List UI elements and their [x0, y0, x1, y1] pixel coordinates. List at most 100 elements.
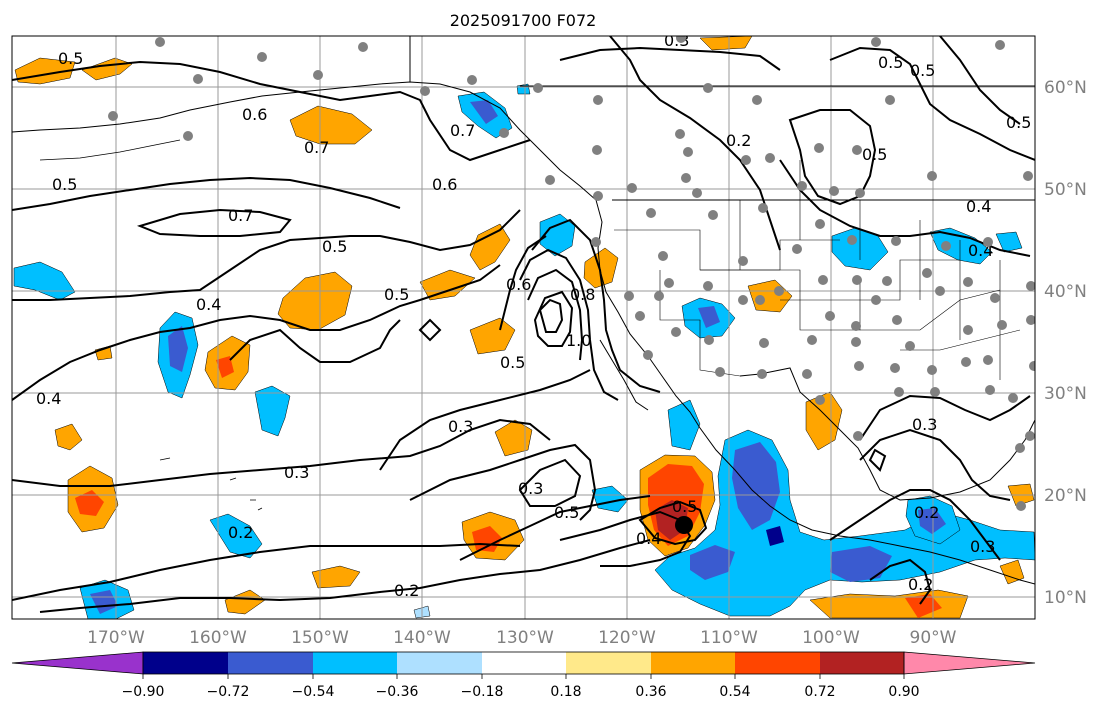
colorbar-bin: [313, 652, 397, 674]
contour-label: 0.5: [500, 353, 525, 372]
contour-label: 0.7: [304, 138, 329, 157]
storm-negative-anomaly: [690, 545, 735, 580]
colorbar-bin: [482, 652, 566, 674]
longitude-labels: 170°W 160°W 150°W 140°W 130°W 120°W 110°…: [87, 628, 957, 648]
colorbar-bin: [820, 652, 904, 674]
negative-anomaly-area: [90, 590, 118, 614]
contour-label: 0.3: [284, 463, 309, 482]
lat-tick-label: 20°N: [1044, 486, 1087, 506]
lat-tick-label: 40°N: [1044, 282, 1087, 302]
colorbar-tick-label: 0.36: [635, 684, 666, 700]
negative-anomaly-area: [667, 399, 701, 451]
lon-tick-label: 110°W: [700, 628, 758, 648]
contour-label: 0.3: [970, 537, 995, 556]
contour-label: 0.4: [196, 295, 221, 314]
lon-tick-label: 100°W: [802, 628, 860, 648]
colorbar-bin: [397, 652, 482, 674]
map-panel: 0.5 0.6 0.7 0.5 0.7 0.5 0.4 0.4 0.7 0.6 …: [12, 36, 1035, 619]
figure-title: 2025091700 F072: [450, 11, 597, 30]
colorbar-bin: [143, 652, 228, 674]
contour-label: 0.5: [554, 503, 579, 522]
colorbar-bin: [566, 652, 651, 674]
storm-negative-anomaly: [830, 546, 892, 582]
contour-label: 0.6: [506, 275, 531, 294]
contour-label: 0.2: [228, 523, 253, 542]
contour-label: 0.7: [228, 206, 253, 225]
contour-lines: [12, 36, 1035, 613]
lat-tick-label: 30°N: [1044, 384, 1087, 404]
contour-label: 0.5: [910, 61, 935, 80]
negative-anomaly-area: [168, 326, 188, 372]
contour-label: 0.5: [878, 53, 903, 72]
contour-label: 0.8: [570, 285, 595, 304]
lon-tick-label: 150°W: [291, 628, 349, 648]
colorbar-bin: [735, 652, 820, 674]
negative-anomaly-area: [539, 213, 576, 257]
colorbar-bin: [228, 652, 313, 674]
colorbar-tick-label: 0.54: [719, 684, 750, 700]
lon-tick-label: 170°W: [87, 628, 145, 648]
contour-label: 0.4: [966, 197, 991, 216]
negative-anomaly-area: [254, 385, 291, 437]
contour-label: 0.6: [432, 175, 457, 194]
colorbar-bin: [651, 652, 735, 674]
contour-label: 0.5: [58, 49, 83, 68]
lat-tick-label: 60°N: [1044, 78, 1087, 98]
colorbar: −0.90 −0.72 −0.54 −0.36 −0.18 0.18 0.36 …: [11, 651, 1036, 700]
contour-label: 0.2: [726, 131, 751, 150]
positive-anomaly-area: [699, 36, 753, 51]
colorbar-tick-label: −0.90: [122, 684, 165, 700]
storm-negative-anomaly: [766, 526, 784, 546]
negative-anomaly-area: [929, 227, 993, 265]
positive-anomaly-area: [469, 317, 516, 355]
negative-anomaly-area: [209, 513, 263, 559]
contour-label: 0.2: [908, 575, 933, 594]
positive-anomaly-area: [277, 271, 353, 331]
lon-tick-label: 90°W: [910, 628, 957, 648]
positive-anomaly-area: [311, 565, 361, 589]
positive-anomaly-area: [289, 105, 373, 145]
contour-label: 0.5: [384, 285, 409, 304]
latitude-labels: 60°N 50°N 40°N 30°N 20°N 10°N: [1044, 78, 1087, 608]
lon-tick-label: 160°W: [189, 628, 247, 648]
storm-center-marker: [675, 516, 693, 534]
contour-label: 0.2: [914, 503, 939, 522]
positive-anomaly-area: [469, 223, 511, 271]
colorbar-frame: [142, 651, 905, 675]
contour-label: 0.5: [52, 175, 77, 194]
contour-label: 1.0: [566, 331, 591, 350]
contour-label: 0.5: [862, 145, 887, 164]
positive-anomaly-area: [224, 589, 266, 615]
contour-label: 0.4: [36, 389, 61, 408]
colorbar-under-arrow: [11, 651, 144, 675]
contour-label: 0.2: [394, 581, 419, 600]
contour-label: 0.7: [450, 121, 475, 140]
station-markers: [108, 36, 1035, 511]
colorbar-tick-label: −0.18: [461, 684, 504, 700]
contour-label: 0.6: [242, 105, 267, 124]
positive-anomaly-area: [805, 391, 843, 451]
contour-label: 0.3: [518, 479, 543, 498]
colorbar-tick-label: −0.54: [292, 684, 335, 700]
contour-label: 0.4: [636, 529, 661, 548]
positive-anomaly-area: [999, 559, 1025, 585]
positive-anomaly-area: [216, 356, 234, 378]
lat-tick-label: 10°N: [1044, 588, 1087, 608]
lon-tick-label: 130°W: [496, 628, 554, 648]
lon-tick-label: 120°W: [598, 628, 656, 648]
colorbar-tick-label: 0.18: [550, 684, 581, 700]
colorbar-tick-label: −0.72: [207, 684, 250, 700]
negative-anomaly-area: [698, 306, 720, 328]
storm-negative-anomaly: [732, 442, 780, 530]
contour-label-layer: 0.5 0.6 0.7 0.5 0.7 0.5 0.4 0.4 0.7 0.6 …: [36, 36, 1031, 600]
contour-label: 0.3: [912, 415, 937, 434]
negative-anomaly-area: [470, 100, 498, 124]
positive-anomaly-area: [75, 490, 104, 516]
colorbar-tick-label: 0.90: [888, 684, 919, 700]
contour-label: 0.3: [448, 417, 473, 436]
map-frame: [11, 35, 1036, 620]
positive-anomaly-area: [583, 247, 619, 289]
negative-anomaly-area: [995, 231, 1023, 253]
lat-tick-label: 50°N: [1044, 180, 1087, 200]
